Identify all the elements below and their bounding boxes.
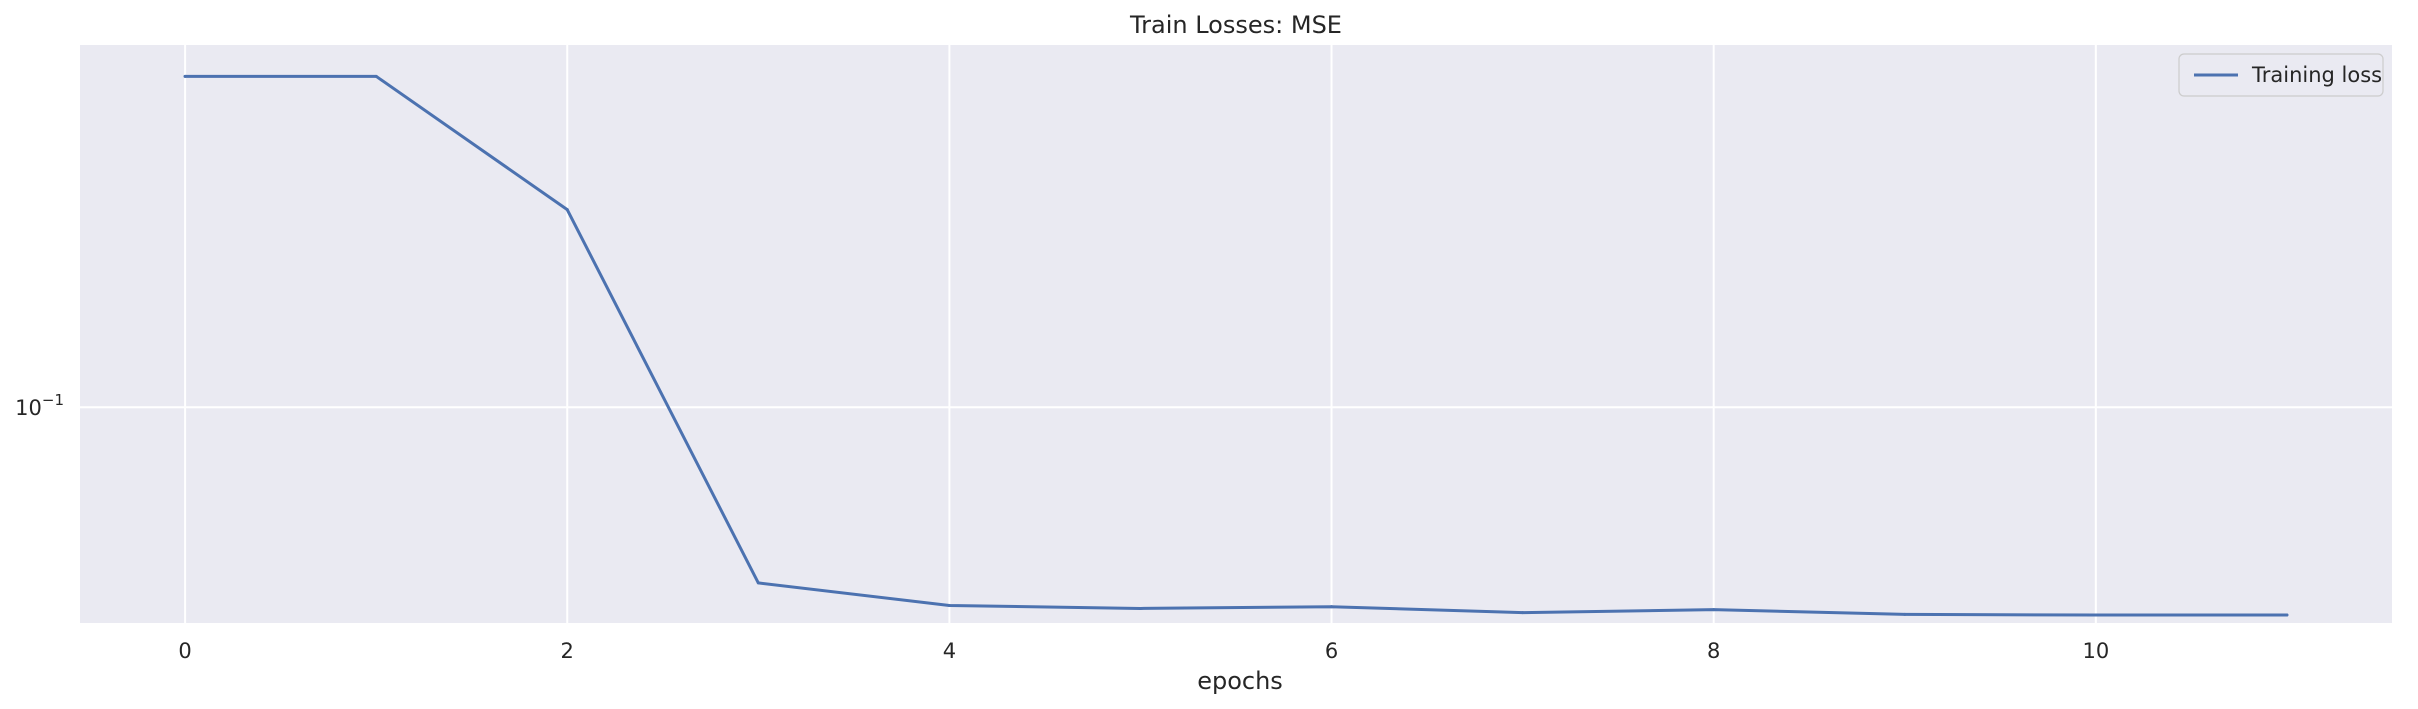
data-point (1521, 611, 1525, 615)
data-point (2094, 613, 2098, 617)
x-tick-label: 10 (2082, 639, 2109, 663)
data-point (2285, 613, 2289, 617)
data-point (1903, 612, 1907, 616)
x-tick-label: 8 (1707, 639, 1720, 663)
legend-label: Training loss (2251, 63, 2382, 87)
x-tick-label: 0 (178, 639, 191, 663)
plot-area (80, 45, 2392, 623)
x-tick-label: 6 (1325, 639, 1338, 663)
legend: Training loss (2178, 53, 2384, 97)
x-tick-label: 2 (561, 639, 574, 663)
data-point (756, 581, 760, 585)
chart-title: Train Losses: MSE (1129, 11, 1342, 39)
tick-labels: 0 2 4 6 8 10 10−1 (15, 391, 2109, 663)
data-point (565, 208, 569, 212)
data-point (183, 74, 187, 78)
data-point (1712, 608, 1716, 612)
x-tick-label: 4 (943, 639, 956, 663)
data-point (1330, 605, 1334, 609)
y-tick-label: 10−1 (15, 391, 64, 420)
x-axis-label: epochs (1197, 667, 1283, 695)
series-line (183, 74, 2289, 617)
grid-lines (80, 45, 2392, 623)
data-point (947, 604, 951, 608)
data-point (374, 74, 378, 78)
series-lines (183, 74, 2289, 617)
data-point (1138, 606, 1142, 610)
legend-box (2178, 53, 2384, 97)
